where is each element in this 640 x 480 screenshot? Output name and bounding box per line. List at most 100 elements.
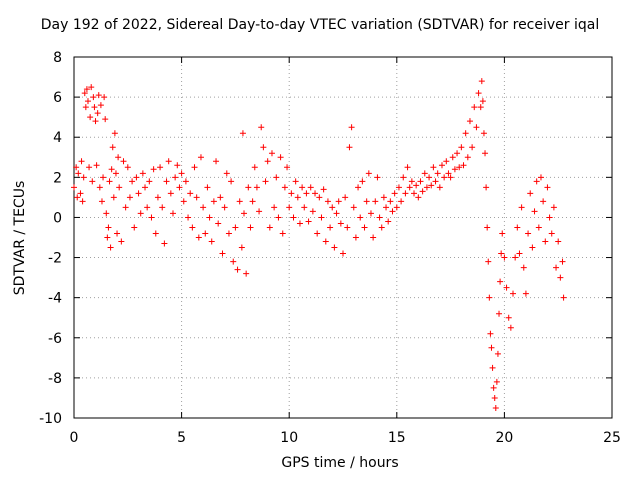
data-point [97,102,104,109]
data-point [454,150,461,157]
data-point [87,114,94,121]
data-point [208,238,215,245]
data-point [447,174,454,181]
y-tick-label: -10 [39,411,62,427]
data-point [546,214,553,221]
data-point [490,384,497,391]
data-point [344,224,351,231]
data-point [318,214,325,221]
data-point [391,190,398,197]
data-point [346,144,353,151]
data-point [441,174,448,181]
data-point [529,244,536,251]
data-point [126,194,133,201]
data-point [316,194,323,201]
data-point [498,250,505,257]
data-point [560,294,567,301]
data-point [432,178,439,185]
data-point [108,166,115,173]
data-point [288,190,295,197]
data-point [86,164,93,171]
data-point [232,224,239,231]
data-point [365,170,372,177]
y-tick-label: 8 [53,50,62,66]
data-point [206,214,213,221]
data-point [475,90,482,97]
data-point [215,220,222,227]
data-point [98,198,105,205]
data-point [557,274,564,281]
data-point [486,294,493,301]
data-point [387,198,394,205]
data-point [507,324,514,331]
data-point [363,198,370,205]
data-point [189,224,196,231]
data-point [107,244,114,251]
data-point [96,184,103,191]
y-tick-label: -8 [48,371,62,387]
x-tick-label: 20 [495,430,513,446]
data-point [258,124,265,131]
data-point [202,230,209,237]
data-point [116,184,123,191]
data-point [89,178,96,185]
data-point [503,284,510,291]
data-point [535,224,542,231]
data-point [81,90,88,97]
data-point [228,178,235,185]
data-point [77,190,84,197]
data-point [120,158,127,165]
chart-title: Day 192 of 2022, Sidereal Day-to-day VTE… [40,17,600,33]
data-point [393,204,400,211]
data-point [331,244,338,251]
data-point [154,194,161,201]
data-point [290,214,297,221]
data-point [303,190,310,197]
data-point [522,290,529,297]
data-point [473,124,480,131]
data-point [150,166,157,173]
data-point [370,234,377,241]
data-point [124,164,131,171]
data-point [493,378,500,385]
data-point [95,92,102,99]
data-point [380,194,387,201]
data-point [383,204,390,211]
data-point [314,230,321,237]
data-point [234,266,241,273]
data-point [417,178,424,185]
data-point [180,198,187,205]
data-point [478,78,485,85]
x-tick-label: 0 [70,430,79,446]
data-point [479,98,486,105]
data-point [271,204,278,211]
data-point [172,174,179,181]
data-point [491,394,498,401]
data-point [309,208,316,215]
data-point [421,170,428,177]
data-point [111,130,118,137]
data-point [146,178,153,185]
data-point [389,208,396,215]
data-point [262,178,269,185]
data-point [408,178,415,185]
x-axis-label: GPS time / hours [281,455,399,471]
data-point [367,210,374,217]
data-point [324,198,331,205]
data-point [176,184,183,191]
data-point [527,190,534,197]
data-point [137,210,144,217]
data-point [329,204,336,211]
data-point [544,184,551,191]
data-point [398,198,405,205]
data-point [106,178,113,185]
data-point [335,198,342,205]
data-point [104,234,111,241]
data-point [71,184,77,191]
data-point [78,158,85,165]
y-tick-label: -2 [48,251,62,267]
data-point [518,204,525,211]
data-point [492,404,499,411]
data-point [238,244,245,251]
data-point [430,164,437,171]
